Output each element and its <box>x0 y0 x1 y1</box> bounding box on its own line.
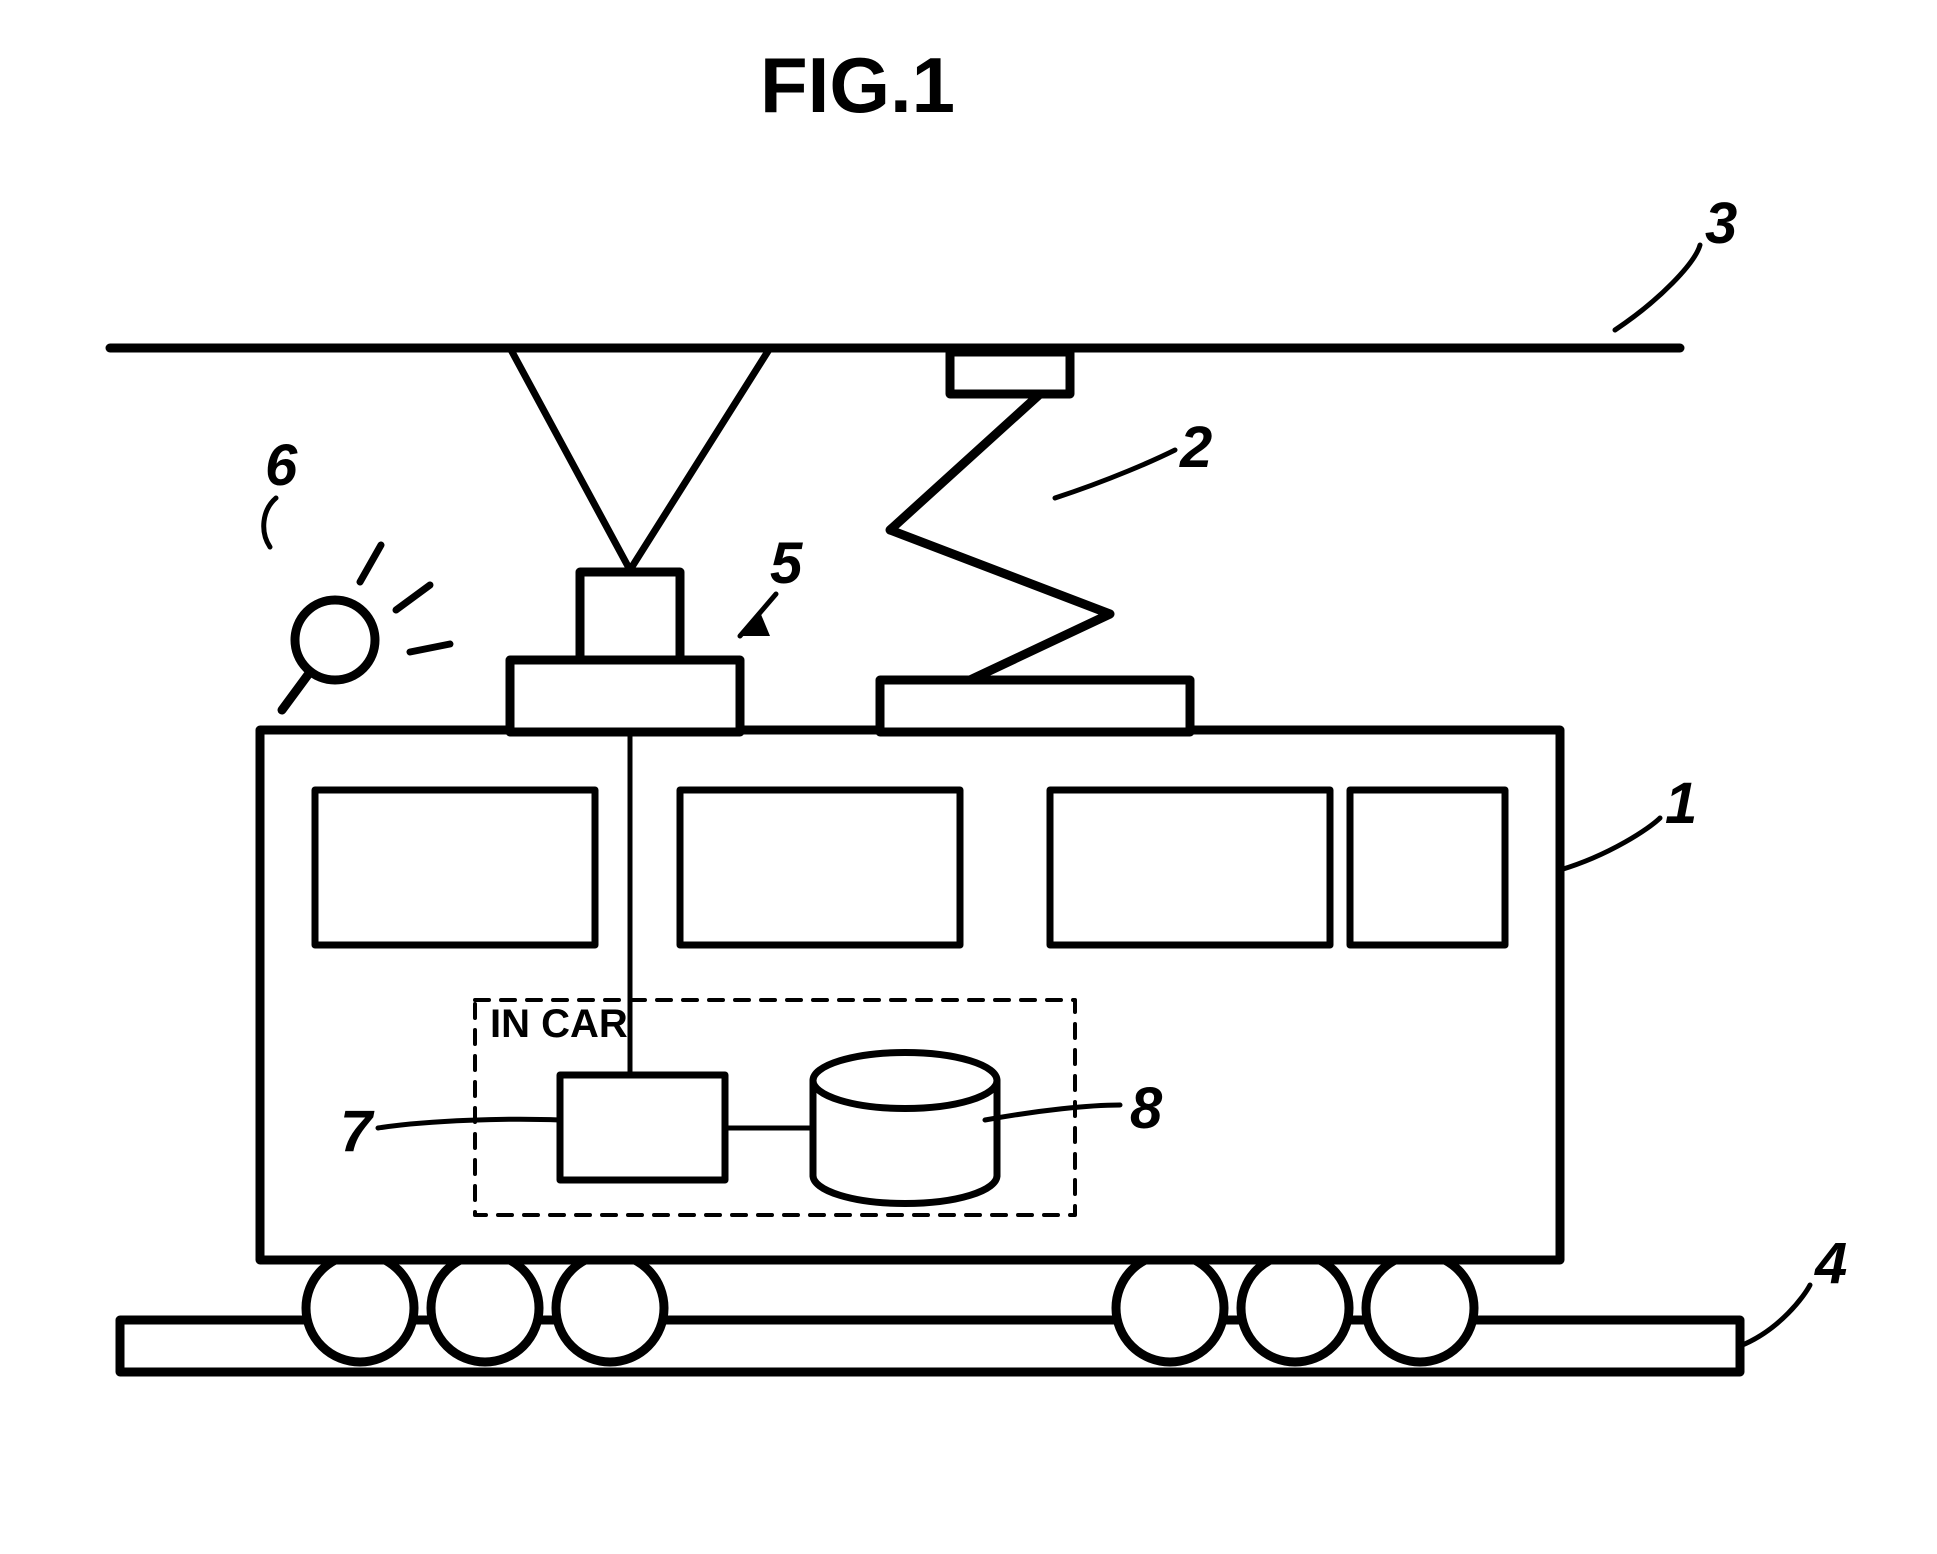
label-1: 1 <box>1665 770 1697 837</box>
figure-stage: FIG.1 1 2 3 4 5 6 7 8 IN CAR <box>0 0 1937 1554</box>
label-2: 2 <box>1180 414 1212 481</box>
label-4: 4 <box>1815 1230 1847 1297</box>
in-car-label: IN CAR <box>490 1002 628 1047</box>
diagram-svg <box>0 0 1937 1554</box>
figure-title: FIG.1 <box>760 40 955 131</box>
label-6: 6 <box>265 432 297 499</box>
label-8: 8 <box>1130 1075 1162 1142</box>
label-3: 3 <box>1705 190 1737 257</box>
label-5: 5 <box>770 530 802 597</box>
label-7: 7 <box>340 1098 372 1165</box>
